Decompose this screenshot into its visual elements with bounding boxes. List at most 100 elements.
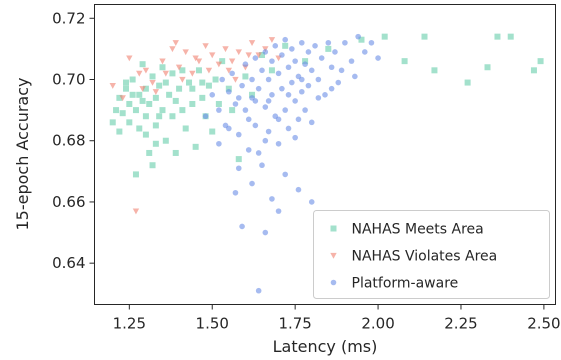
data-point xyxy=(285,125,292,132)
data-point xyxy=(189,85,196,92)
data-point xyxy=(494,33,501,40)
data-point xyxy=(282,107,289,113)
data-point xyxy=(375,55,381,61)
data-point xyxy=(152,89,160,95)
data-point xyxy=(189,100,196,107)
data-point xyxy=(149,79,156,86)
data-point xyxy=(195,67,202,74)
data-point xyxy=(255,287,262,294)
data-point xyxy=(172,40,179,46)
data-point xyxy=(226,88,232,95)
data-point xyxy=(166,91,173,98)
data-point xyxy=(126,55,133,62)
data-point xyxy=(315,95,322,101)
data-point xyxy=(169,113,176,120)
data-point xyxy=(268,67,275,74)
x-axis-label: Latency (ms) xyxy=(273,337,378,356)
data-point xyxy=(262,229,269,236)
data-point xyxy=(279,52,285,58)
data-point xyxy=(295,116,302,123)
data-point xyxy=(269,58,275,64)
data-point xyxy=(229,70,235,77)
data-point xyxy=(113,107,120,114)
data-point xyxy=(136,125,143,132)
x-tick-label: 2.50 xyxy=(527,315,560,333)
data-point xyxy=(199,94,206,101)
data-point xyxy=(269,92,275,98)
data-point xyxy=(265,98,272,104)
data-point xyxy=(159,107,166,114)
data-point xyxy=(225,85,232,92)
data-point xyxy=(176,85,183,92)
data-point xyxy=(249,91,256,98)
data-point xyxy=(484,64,491,71)
data-point xyxy=(530,67,537,74)
data-point xyxy=(109,83,116,89)
data-point xyxy=(308,67,315,74)
data-point xyxy=(295,186,302,193)
data-point xyxy=(136,70,143,77)
data-point xyxy=(179,107,186,114)
data-point xyxy=(305,82,312,89)
data-point xyxy=(146,149,153,156)
data-point xyxy=(235,156,242,163)
legend-marker xyxy=(330,252,337,259)
data-point xyxy=(152,122,159,129)
data-point xyxy=(298,88,305,95)
data-point xyxy=(142,85,149,92)
data-point xyxy=(352,73,358,80)
data-point xyxy=(209,92,216,98)
data-point xyxy=(228,58,236,65)
data-point xyxy=(129,76,136,83)
data-point xyxy=(275,140,282,147)
x-tick-label: 1.25 xyxy=(113,315,146,333)
data-point xyxy=(262,137,269,144)
data-point xyxy=(259,162,265,169)
data-point xyxy=(258,52,265,59)
data-point xyxy=(239,82,245,89)
data-point xyxy=(289,46,295,52)
data-point xyxy=(205,67,213,74)
data-point xyxy=(192,143,199,150)
data-point xyxy=(381,33,388,40)
x-tick-label: 1.75 xyxy=(278,315,311,333)
data-point xyxy=(235,49,242,56)
data-point xyxy=(126,119,133,126)
legend-label: Platform-aware xyxy=(352,276,459,292)
data-point xyxy=(285,92,292,98)
data-point xyxy=(195,58,203,65)
data-point xyxy=(132,107,139,114)
data-point xyxy=(239,223,245,230)
data-point xyxy=(464,79,471,86)
data-point xyxy=(322,92,328,98)
data-point xyxy=(156,82,163,89)
data-point xyxy=(355,33,361,40)
data-point xyxy=(282,171,289,178)
plot-frame xyxy=(94,4,556,305)
data-point xyxy=(123,79,130,86)
data-point xyxy=(335,79,342,86)
data-point xyxy=(229,107,236,114)
y-tick-label: 0.72 xyxy=(52,9,85,27)
data-point xyxy=(338,67,345,74)
data-point xyxy=(282,42,289,49)
data-point xyxy=(255,85,262,92)
data-point xyxy=(182,125,189,132)
data-point xyxy=(308,199,315,205)
y-tick-label: 0.66 xyxy=(52,193,85,211)
data-point xyxy=(129,91,136,98)
data-point xyxy=(325,45,332,52)
data-point xyxy=(152,140,159,147)
y-axis-label: 15-epoch Accuracy xyxy=(13,78,32,231)
data-point xyxy=(142,113,149,120)
data-point xyxy=(328,64,335,71)
data-point xyxy=(275,208,282,214)
data-point xyxy=(292,98,298,104)
data-point xyxy=(262,104,269,110)
x-tick-label: 2.00 xyxy=(361,315,394,333)
data-point xyxy=(252,122,259,129)
data-point xyxy=(109,119,116,126)
data-point xyxy=(252,98,259,104)
data-point xyxy=(265,76,272,83)
